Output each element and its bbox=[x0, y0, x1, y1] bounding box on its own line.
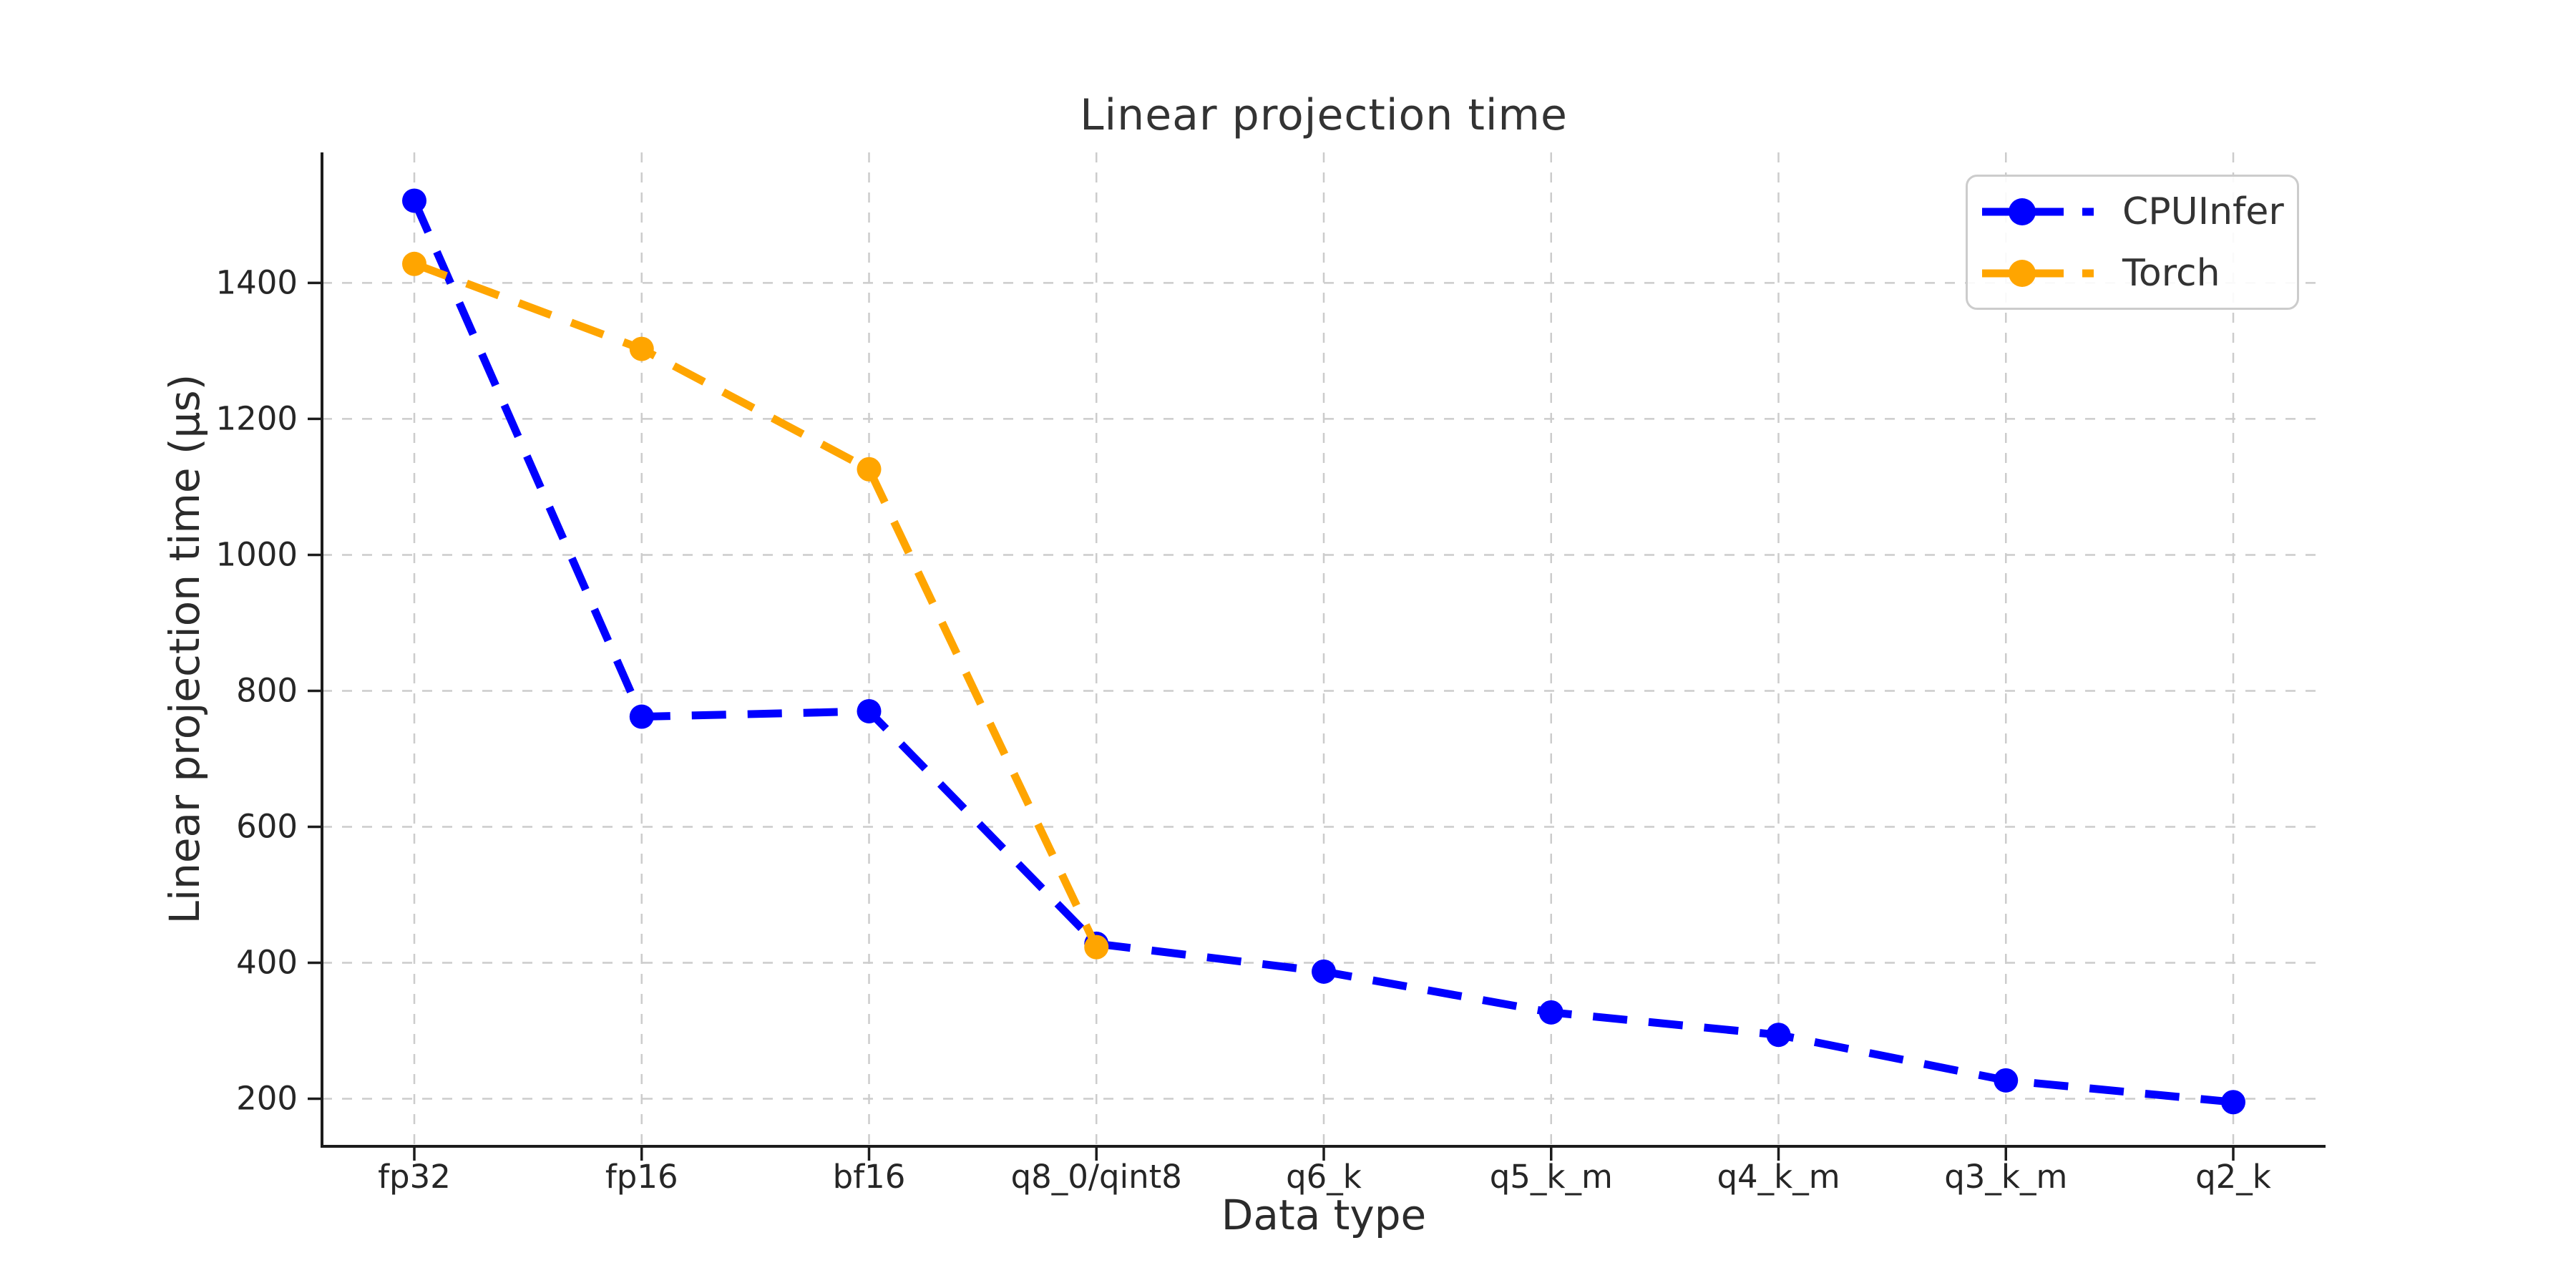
y-tick-label: 1400 bbox=[215, 263, 298, 302]
x-tick-label: q6_k bbox=[1286, 1158, 1362, 1196]
x-tick-label: q3_k_m bbox=[1944, 1158, 2068, 1196]
legend-entry-cpuinfer: CPUInfer bbox=[1981, 186, 2284, 238]
y-tick-label: 1000 bbox=[215, 535, 298, 574]
legend-sample-marker bbox=[2009, 259, 2036, 287]
legend: CPUInfer Torch bbox=[1966, 175, 2299, 310]
legend-entry-torch: Torch bbox=[1981, 248, 2284, 299]
y-tick-label: 600 bbox=[236, 807, 298, 846]
legend-label-cpuinfer: CPUInfer bbox=[2122, 190, 2284, 233]
series-marker-cpuinfer bbox=[1538, 1000, 1563, 1025]
x-tick-label: q5_k_m bbox=[1489, 1158, 1613, 1196]
series-marker-cpuinfer bbox=[2220, 1090, 2245, 1115]
legend-line-sample-cpuinfer bbox=[1982, 197, 2094, 225]
x-tick-label: q8_0/qint8 bbox=[1010, 1158, 1182, 1196]
series-line-torch bbox=[413, 260, 1101, 949]
x-tick-label: q2_k bbox=[2195, 1158, 2271, 1196]
x-axis-label: Data type bbox=[1221, 1191, 1427, 1239]
x-tick-label: q4_k_m bbox=[1717, 1158, 1840, 1196]
series-marker-cpuinfer bbox=[1766, 1023, 1791, 1048]
series-marker-cpuinfer bbox=[402, 188, 427, 213]
series-marker-torch bbox=[402, 251, 427, 276]
series-marker-cpuinfer bbox=[857, 698, 882, 723]
series-marker-torch bbox=[629, 336, 654, 361]
chart-title: Linear projection time bbox=[1080, 90, 1568, 140]
y-tick-label: 1200 bbox=[215, 399, 298, 438]
legend-line-sample-torch bbox=[1982, 259, 2094, 287]
x-tick-label: fp16 bbox=[605, 1158, 678, 1196]
series-marker-cpuinfer bbox=[629, 704, 654, 729]
x-tick-label: fp32 bbox=[378, 1158, 451, 1196]
y-tick-label: 400 bbox=[236, 943, 298, 982]
series-marker-torch bbox=[1084, 935, 1109, 960]
y-tick-label: 800 bbox=[236, 671, 298, 710]
legend-label-torch: Torch bbox=[2122, 251, 2220, 295]
series-marker-cpuinfer bbox=[1994, 1068, 2019, 1093]
series-marker-cpuinfer bbox=[1312, 959, 1336, 984]
legend-sample-marker bbox=[2009, 197, 2036, 225]
y-tick-label: 200 bbox=[236, 1079, 298, 1118]
x-tick-label: bf16 bbox=[832, 1158, 906, 1196]
series-marker-torch bbox=[857, 457, 882, 482]
